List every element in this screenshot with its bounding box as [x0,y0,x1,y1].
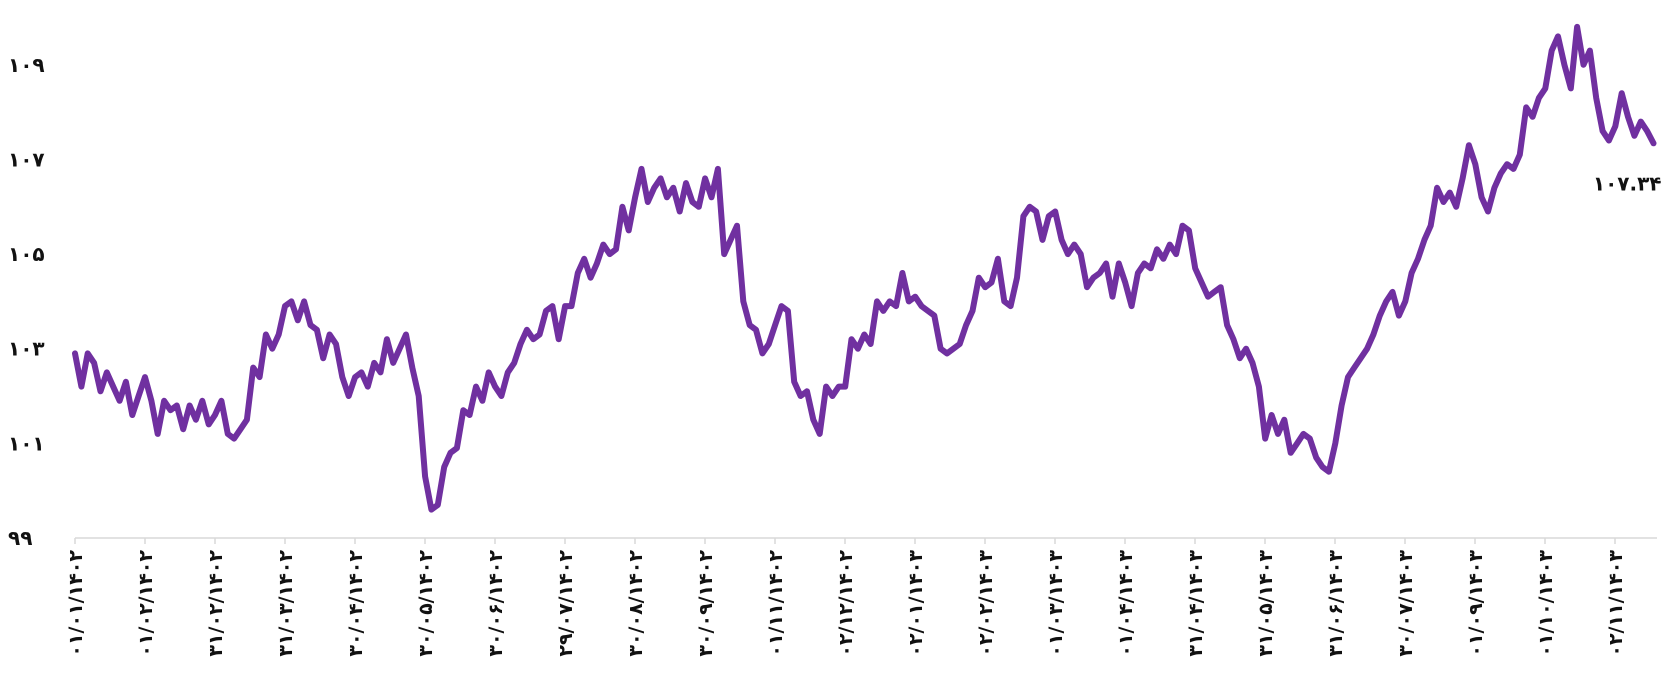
x-tick-label: ۳۱/۰۵/۱۴۰۳ [1255,550,1277,657]
x-tick-label: ۳۰/۰۷/۱۴۰۳ [1395,550,1417,657]
y-tick-label: ۱۰۳ [8,337,45,361]
x-tick-label: ۰۲/۱۲/۱۴۰۲ [835,550,857,657]
x-tick-label: ۰۱/۰۱/۱۴۰۲ [65,550,87,657]
y-tick-label: ۱۰۱ [8,431,45,455]
x-tick-label: ۰۱/۰۹/۱۴۰۳ [1465,550,1487,657]
x-tick-label: ۰۱/۰۲/۱۴۰۲ [135,550,157,657]
x-tick-label: ۳۱/۰۲/۱۴۰۲ [205,550,227,657]
x-tick-label: ۰۱/۰۳/۱۴۰۳ [1045,550,1067,657]
x-tick-label: ۰۲/۰۲/۱۴۰۳ [975,550,997,657]
x-tick-label: ۳۰/۰۴/۱۴۰۲ [345,550,367,657]
x-tick-label: ۰۲/۱۱/۱۴۰۳ [1605,550,1627,657]
x-tick-label: ۲۹/۰۷/۱۴۰۲ [555,550,577,657]
x-tick-label: ۳۱/۰۳/۱۴۰۲ [275,550,297,657]
x-tick-label: ۰۱/۰۴/۱۴۰۳ [1115,550,1137,657]
x-axis: ۰۱/۰۱/۱۴۰۲ ۰۱/۰۲/۱۴۰۲ ۳۱/۰۲/۱۴۰۲ ۳۱/۰۳/۱۴۰۲… [65,537,1657,657]
y-tick-label: ۱۰۷ [8,147,45,171]
x-tick-label: ۳۰/۰۶/۱۴۰۲ [485,550,507,657]
y-tick-label: ۱۰۹ [8,53,45,77]
x-tick-label: ۳۰/۰۵/۱۴۰۲ [415,550,437,657]
x-tick-label: ۰۱/۱۱/۱۴۰۲ [765,550,787,657]
series [72,23,1657,513]
y-tick-label: ۱۰۵ [8,242,45,266]
last-value-label: ۱۰۷.۳۴ [1593,171,1662,195]
x-tick-label: ۳۰/۰۹/۱۴۰۲ [695,550,717,657]
x-tick-label: ۳۱/۰۶/۱۴۰۳ [1325,550,1347,657]
y-tick-label: ۹۹ [8,526,32,550]
y-axis: ۹۹ ۱۰۱ ۱۰۳ ۱۰۵ ۱۰۷ ۱۰۹ [8,53,45,550]
x-tick-label: ۰۲/۰۱/۱۴۰۳ [905,550,927,657]
x-tick-label: ۳۱/۰۴/۱۴۰۳ [1185,550,1207,657]
x-tick-label: ۰۱/۱۰/۱۴۰۳ [1535,550,1557,657]
annotations: ۱۰۷.۳۴ [1593,171,1662,195]
x-tick-label: ۳۰/۰۸/۱۴۰۲ [625,550,647,657]
series-line [72,23,1657,513]
